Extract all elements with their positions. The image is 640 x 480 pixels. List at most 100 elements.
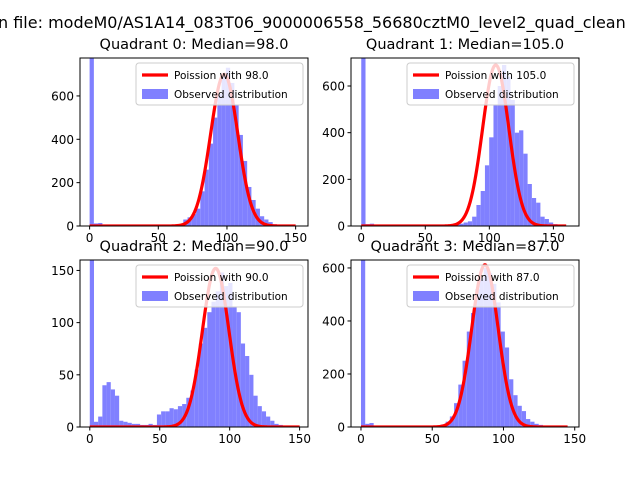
histogram-bar [191, 214, 197, 226]
histogram-bar [240, 343, 246, 427]
histogram-bar [245, 356, 250, 427]
plot-area [360, 260, 569, 427]
histogram-bar [459, 223, 464, 226]
y-tick-label: 600 [322, 80, 345, 94]
histogram-bar [110, 389, 115, 427]
axes-frame [79, 57, 309, 227]
histogram-bar [203, 327, 208, 427]
histogram-bar [530, 421, 535, 427]
legend-hist-swatch [142, 291, 168, 301]
y-tick-label: 0 [337, 220, 345, 234]
y-tick-label: 200 [322, 173, 345, 187]
x-tick-label: 50 [425, 432, 440, 446]
x-tick-label: 100 [216, 231, 239, 245]
histogram-bar [173, 409, 178, 427]
histogram-bar [531, 198, 537, 226]
legend-hist-label: Observed distribution [445, 291, 559, 303]
histogram-bar [500, 331, 505, 427]
histogram-bar [225, 67, 231, 226]
histogram-bar [270, 420, 275, 427]
histogram-bar [194, 369, 199, 427]
subplot-title: Quadrant 3: Median=87.0 [371, 239, 560, 255]
histogram-bar [224, 286, 229, 427]
histogram-bar [360, 260, 366, 427]
histogram-bar [487, 273, 493, 427]
x-tick-label: 100 [478, 231, 501, 245]
histogram-bar [228, 282, 233, 427]
histogram-bar [479, 278, 484, 427]
legend-hist-label: Observed distribution [445, 89, 559, 101]
histogram-bar [196, 208, 201, 226]
legend: Poission with 98.0 Observed distribution [135, 62, 304, 106]
histogram-bar [190, 390, 195, 427]
histogram-bar [264, 219, 269, 226]
histogram-bar [548, 222, 554, 226]
legend-box [406, 264, 575, 308]
histogram-bar [219, 272, 225, 427]
histogram-bar [242, 160, 248, 226]
legend-box [135, 62, 304, 106]
histogram-bar [540, 216, 545, 226]
histogram-bar [526, 419, 531, 427]
histogram-bar [517, 405, 522, 427]
histogram-bar [123, 421, 128, 427]
histogram-bar [492, 283, 497, 427]
histogram-bar [361, 58, 366, 226]
histogram-bar [480, 191, 485, 226]
legend-box [406, 62, 575, 106]
y-tick-label: 600 [322, 261, 345, 275]
subplot-title: Quadrant 1: Median=105.0 [366, 37, 564, 53]
y-tick-label: 600 [51, 89, 74, 103]
figure-suptitle: n file: modeM0/AS1A14_083T06_9000006558_… [0, 13, 626, 33]
x-tick-label: 150 [288, 432, 311, 446]
histogram-bar [234, 104, 239, 226]
subplot-title: Quadrant 0: Median=98.0 [100, 37, 289, 53]
y-tick-label: 400 [51, 133, 74, 147]
histogram-bar [165, 411, 170, 427]
histogram-bar [467, 221, 473, 226]
legend-fit-label: Poission with 87.0 [445, 272, 540, 284]
histogram-bar [236, 312, 241, 427]
y-tick-label: 150 [51, 264, 74, 278]
histogram-bar [513, 395, 518, 427]
histogram-bar [471, 313, 476, 427]
subplot-3: 0 50 100 150 0 200 400 600 Quadrant 3: Median=87… [322, 239, 586, 446]
histogram-bar [496, 302, 501, 427]
histogram-bar [249, 374, 254, 427]
y-tick-label: 0 [66, 220, 74, 234]
histogram-bar [200, 191, 205, 226]
x-tick-label: 50 [151, 231, 166, 245]
histogram-bar [369, 423, 374, 427]
histogram-bar [102, 385, 107, 427]
histogram-bar [536, 202, 541, 226]
histogram-bar [177, 406, 183, 427]
histogram-bar [217, 93, 222, 226]
histogram-bar [186, 397, 191, 427]
histogram-bar [466, 331, 472, 427]
histogram-bar [475, 289, 480, 427]
subplot-title: Quadrant 2: Median=90.0 [100, 239, 289, 255]
histogram-bar [230, 82, 235, 226]
x-tick-label: 150 [563, 432, 586, 446]
histogram-bar [211, 301, 216, 427]
histogram-bar [114, 395, 120, 427]
histogram-bar [462, 360, 467, 427]
histogram-bar [247, 186, 252, 226]
histogram-bar [472, 216, 477, 226]
plot-area [360, 58, 571, 226]
legend-fit-label: Poission with 98.0 [174, 70, 269, 82]
y-tick-label: 0 [337, 421, 345, 435]
x-tick-label: 50 [418, 231, 433, 245]
histogram-bar [458, 384, 463, 427]
legend-hist-label: Observed distribution [174, 291, 288, 303]
histogram-bar [253, 395, 258, 427]
histogram-bar [476, 205, 481, 226]
histogram-bar [257, 406, 262, 427]
x-tick-label: 150 [542, 231, 565, 245]
poisson-fit-line [88, 72, 297, 226]
subplot-2: 0 50 100 150 0 50 100 150 Quadrant 2: Median=90.… [51, 239, 311, 446]
x-tick-label: 0 [357, 432, 365, 446]
histogram-bar [489, 137, 494, 226]
y-tick-label: 400 [322, 314, 345, 328]
